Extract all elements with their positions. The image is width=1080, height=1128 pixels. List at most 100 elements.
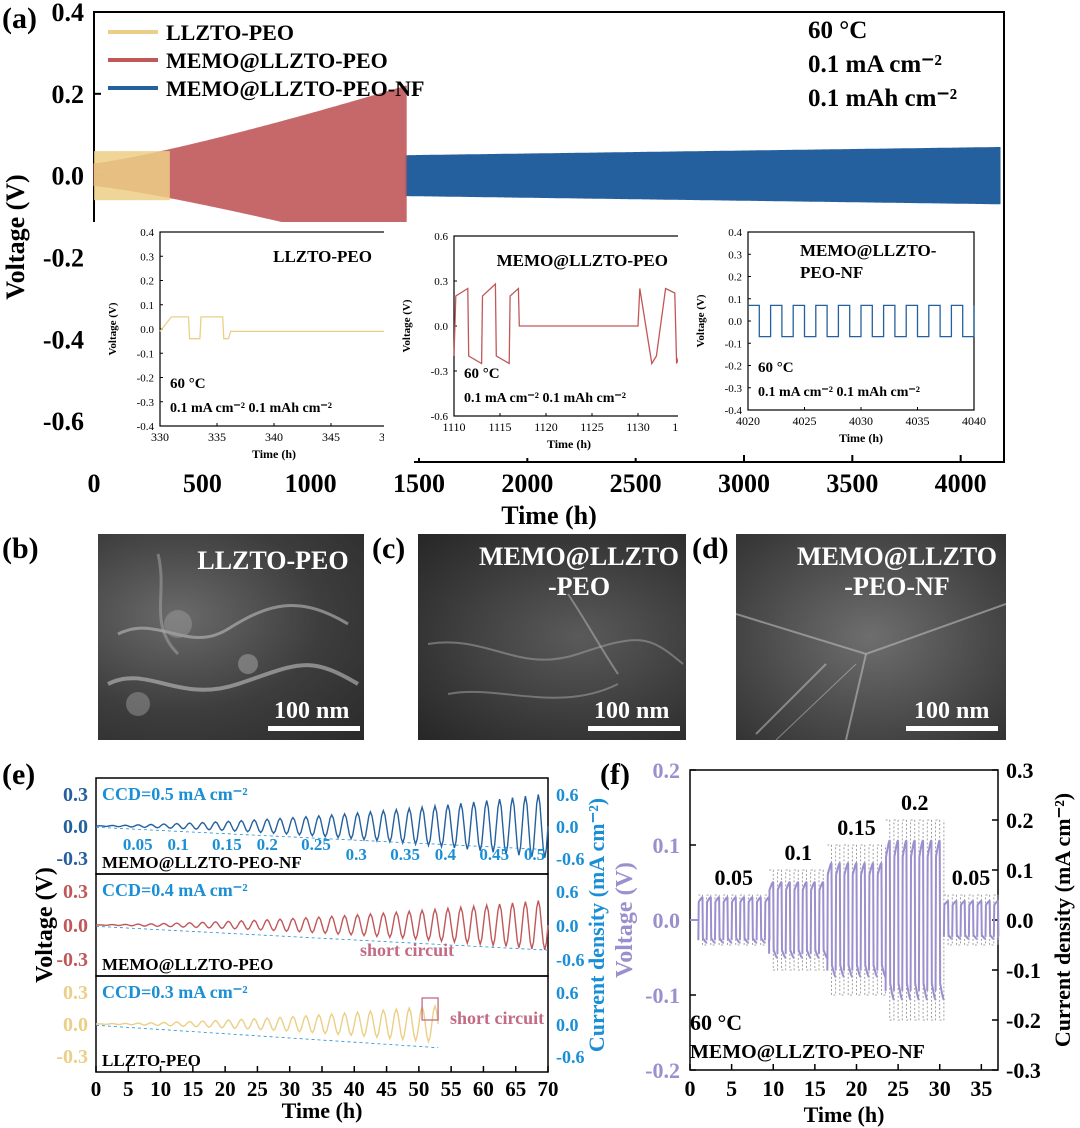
panel-b-label: (b) (2, 532, 39, 565)
y-tick-label: 0.3 (63, 784, 88, 806)
inset-background (384, 226, 710, 458)
short-circuit-annotation: short circuit (450, 1008, 544, 1028)
panel-c-label: (c) (372, 532, 406, 565)
panel-f-chart: 0.2 0.1 0.0 -0.1 -0.2 0.3 0.2 0.1 0.0 -0.1 -0.2 -0.… (612, 758, 1075, 1127)
inset-note-conditions: 0.1 mA cm⁻² 0.1 mAh cm⁻² (464, 391, 626, 406)
sample-label: MEMO@LLZTO-PEO (102, 955, 273, 974)
current-envelope (95, 926, 549, 951)
inset-y-tick-label: 0.0 (140, 324, 154, 336)
ccd-label: CCD=0.5 mA cm⁻² (102, 784, 248, 804)
legend-label: MEMO@LLZTO-PEO (166, 48, 388, 73)
x-tick-label: 35 (970, 1076, 992, 1101)
sem-label-line2: -PEO (547, 572, 611, 601)
panel-a-label: (a) (2, 2, 37, 35)
x-tick-label: 3000 (718, 469, 770, 498)
series-llzto-peo (94, 151, 170, 201)
inset-x-axis-label: Time (h) (839, 431, 883, 445)
condition-text: 0.1 mA cm⁻² (808, 51, 942, 78)
y-tick-label: 0.0 (63, 915, 88, 937)
inset-y-tick-label: 0.1 (728, 294, 742, 306)
inset-y-tick-label: 0.4 (140, 227, 154, 239)
inset-x-tick-label: 4025 (793, 414, 817, 428)
inset-y-tick-label: -0.1 (137, 348, 154, 360)
x-tick-label: 0 (88, 469, 101, 498)
scale-bar-label: 100 nm (274, 698, 350, 724)
inset-chart: 0.60.30.0-0.3-0.611101115112011251130113… (384, 226, 710, 458)
y-axis-label: Voltage (V) (1, 174, 30, 299)
inset-title: LLZTO-PEO (273, 247, 372, 266)
current-step-label: 0.4 (435, 845, 457, 864)
x-tick-label: 5 (726, 1076, 737, 1101)
x-tick-label: 2500 (610, 469, 662, 498)
inset-x-tick-label: 335 (208, 430, 226, 444)
scale-bar (268, 726, 360, 731)
right-tick-label: 0.0 (1006, 908, 1034, 933)
y-tick-label: 0.4 (52, 0, 85, 27)
inset-note-temperature: 60 °C (170, 376, 206, 392)
voltage-step-wave (697, 896, 771, 944)
inset-y-tick-label: -0.4 (137, 421, 155, 433)
inset-background (90, 222, 414, 468)
inset-curve (748, 304, 975, 338)
ccd-label: CCD=0.3 mA cm⁻² (102, 982, 248, 1002)
current-step-label: 0.25 (301, 835, 331, 854)
subplot: 0.3 0.0 -0.3 0.6 0.0 -0.6 CCD=0.4 mA cm⁻² MEMO@… (56, 873, 585, 977)
x-tick-label: 15 (182, 1077, 203, 1101)
inset-x-tick-label: 4020 (736, 414, 760, 428)
right-tick-label: 0.0 (556, 817, 579, 837)
current-step-label: 0.15 (212, 835, 242, 854)
y-tick-label: 0.0 (653, 908, 681, 933)
x-tick-label: 40 (344, 1077, 365, 1101)
current-step-label: 0.35 (390, 845, 420, 864)
legend-label: MEMO@LLZTO-PEO-NF (166, 76, 424, 101)
y-tick-label: -0.3 (56, 949, 88, 971)
right-tick-label: -0.3 (1006, 1058, 1041, 1083)
right-tick-label: -0.6 (556, 1047, 585, 1067)
voltage-series (95, 900, 549, 950)
inset-y-tick-label: -0.1 (725, 338, 742, 350)
inset-y-tick-label: -0.3 (725, 383, 743, 395)
inset-title: MEMO@LLZTO-PEO (497, 251, 668, 270)
panel-a-chart: 0.4 0.2 0.0 -0.2 -0.4 -0.6 0 500 1000 1500 2000 250… (1, 0, 1005, 530)
inset-x-axis-label: Time (h) (252, 447, 296, 461)
current-step-label: 0.05 (952, 865, 991, 890)
current-step-label: 0.45 (479, 845, 509, 864)
voltage-series (95, 1003, 439, 1045)
current-step-wave (885, 819, 945, 1021)
inset-y-axis-label: Voltage (V) (401, 299, 413, 352)
inset-y-tick-label: -0.3 (431, 366, 449, 378)
sample-label: MEMO@LLZTO-PEO-NF (102, 853, 302, 872)
x-tick-label: 10 (762, 1076, 784, 1101)
inset-x-axis-label: Time (h) (547, 437, 591, 451)
current-step-label: 0.3 (346, 845, 367, 864)
inset-x-tick-label: 345 (322, 430, 340, 444)
inset-y-tick-label: 0.3 (140, 251, 154, 263)
right-axis-label: Current density (mA cm⁻²) (1050, 793, 1075, 1047)
x-tick-label: 2000 (501, 469, 553, 498)
y-tick-label: 0.2 (653, 758, 681, 783)
x-tick-label: 15 (804, 1076, 826, 1101)
sem-label-line2: -PEO-NF (844, 572, 950, 601)
note-sample: MEMO@LLZTO-PEO-NF (690, 1041, 925, 1063)
voltage-step-wave (942, 900, 1000, 940)
inset-y-tick-label: 0.3 (728, 249, 742, 261)
sem-texture (736, 603, 1006, 740)
current-step-label: 0.2 (901, 790, 929, 815)
right-tick-label: 0.1 (1006, 858, 1034, 883)
short-circuit-box (421, 997, 439, 1021)
current-step-label: 0.15 (837, 815, 876, 840)
x-tick-label: 25 (887, 1076, 909, 1101)
inset-x-tick-label: 330 (151, 430, 169, 444)
current-step-label: 0.05 (123, 835, 153, 854)
inset-x-tick-label: 340 (265, 430, 283, 444)
x-axis-label: Time (h) (501, 501, 597, 530)
inset-y-tick-label: 0.0 (434, 321, 448, 333)
x-tick-label: 4000 (935, 469, 987, 498)
inset-x-tick-label: 4035 (906, 414, 930, 428)
inset-x-tick-label: 1125 (580, 420, 604, 434)
x-tick-label: 5 (123, 1077, 134, 1101)
x-tick-label: 20 (845, 1076, 867, 1101)
sem-label-line1: MEMO@LLZTO (797, 542, 997, 571)
